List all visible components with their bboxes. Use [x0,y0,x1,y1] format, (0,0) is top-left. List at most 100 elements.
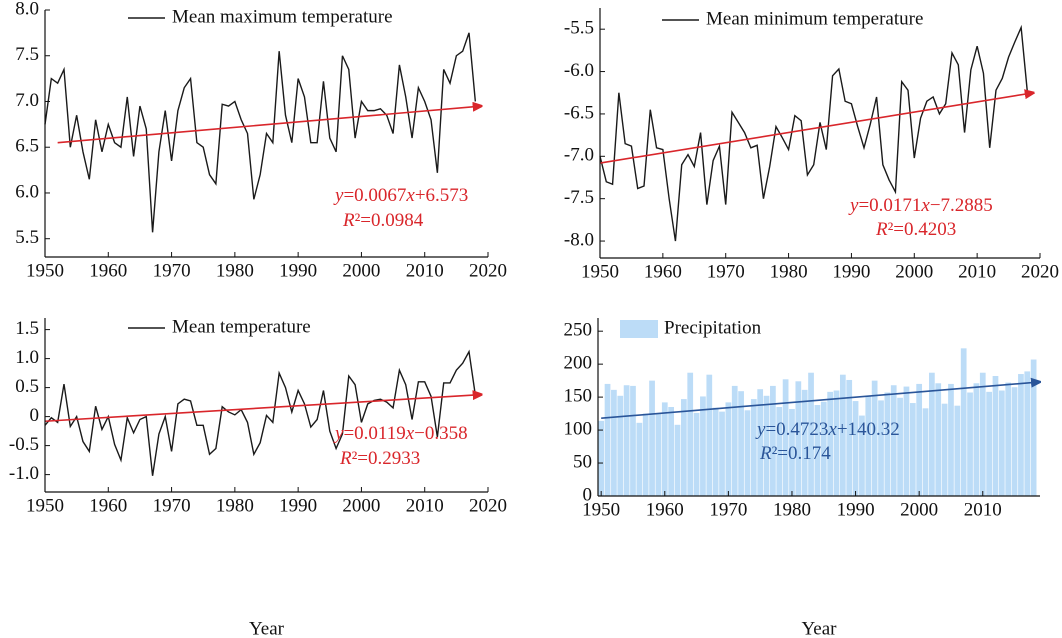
bar [642,413,649,496]
bar [973,383,980,496]
y-tick-label: 250 [564,320,593,341]
y-tick-label: 7.5 [15,44,39,65]
trend-arrow [601,382,1040,420]
x-tick-label: 2020 [1021,261,1059,282]
bar [611,389,617,496]
data-line [44,32,477,233]
bar [744,410,751,496]
bar [782,379,789,496]
bar [852,401,859,496]
bar [820,401,827,496]
x-tick-label: 1980 [773,499,811,520]
x-axis-label: Year [801,618,837,638]
y-tick-label: 50 [573,451,592,472]
x-tick-label: 1950 [26,260,64,281]
bar [700,396,706,496]
bar [916,383,923,496]
bar [770,385,776,496]
bar [801,389,808,496]
bar [846,379,853,496]
x-tick-label: 1970 [707,261,745,282]
x-tick-label: 1990 [279,260,317,281]
bar [706,374,713,496]
bar [725,402,732,496]
y-tick-label: 0 [583,484,593,505]
trend-equation: y=0.4723x+140.32 [755,419,900,440]
bar [814,405,821,496]
x-tick-label: 1990 [832,261,870,282]
y-tick-label: 1.5 [15,318,39,339]
x-tick-label: 1990 [279,495,317,516]
bar [935,383,942,496]
data-line [599,24,1029,242]
y-tick-label: -5.5 [564,18,594,39]
bar [649,380,655,496]
bar [750,399,757,496]
trend-equation: y=0.0119x−0.358 [333,423,468,444]
bar [979,372,986,496]
x-tick-label: 1950 [581,261,619,282]
bar [674,424,681,496]
bar [954,405,961,496]
bar [960,348,967,496]
bar [1030,359,1037,496]
bar [903,386,910,496]
x-tick-label: 2010 [406,260,444,281]
y-tick-label: 0 [30,405,40,426]
trend-equation: y=0.0067x+6.573 [333,185,468,206]
x-tick-label: 2010 [406,495,444,516]
trend-arrow [57,106,482,144]
bar [909,403,916,496]
legend-label: Mean minimum temperature [706,8,923,29]
bar [833,390,840,496]
y-tick-label: 1.0 [15,347,39,368]
trend-equation: R²=0.0984 [342,210,424,231]
y-tick-label: -1.0 [9,463,39,484]
legend-label: Mean maximum temperature [172,6,393,27]
bar [992,376,999,496]
x-tick-label: 2000 [895,261,933,282]
y-tick-label: -8.0 [564,229,594,250]
x-tick-label: 2000 [342,495,380,516]
x-tick-label: 1970 [709,499,747,520]
y-tick-label: 5.5 [15,227,39,248]
bar [1005,382,1012,496]
y-tick-label: 8.0 [15,0,39,19]
bar [757,389,764,496]
bar [890,385,897,496]
bar [789,408,795,496]
y-tick-label: 6.5 [15,136,39,157]
bar [878,400,884,496]
x-tick-label: 2020 [469,260,507,281]
bar [941,403,948,496]
bar [1018,374,1024,496]
y-tick-label: 150 [564,385,593,406]
trend-equation: R²=0.2933 [339,448,420,469]
bar [859,415,865,496]
y-tick-label: 200 [564,353,593,374]
bar [636,422,643,496]
bar [795,381,802,496]
bar [687,372,694,496]
trend-equation: y=0.0171x−7.2885 [848,195,993,216]
x-tick-label: 1960 [644,261,682,282]
bar [865,395,872,496]
x-tick-label: 1980 [216,260,254,281]
bar [929,372,935,496]
y-tick-label: -6.0 [564,60,594,81]
bar [719,411,725,496]
x-tick-label: 1990 [837,499,875,520]
bar [617,395,624,496]
x-tick-label: 2000 [342,260,380,281]
bar [998,390,1005,496]
bar [967,392,973,496]
bar [1011,387,1018,496]
x-tick-label: 1960 [89,260,127,281]
x-tick-label: 1960 [646,499,684,520]
bar [922,408,929,496]
bar [763,395,770,496]
bar [693,412,700,496]
bar [827,391,833,496]
bar [808,372,814,496]
